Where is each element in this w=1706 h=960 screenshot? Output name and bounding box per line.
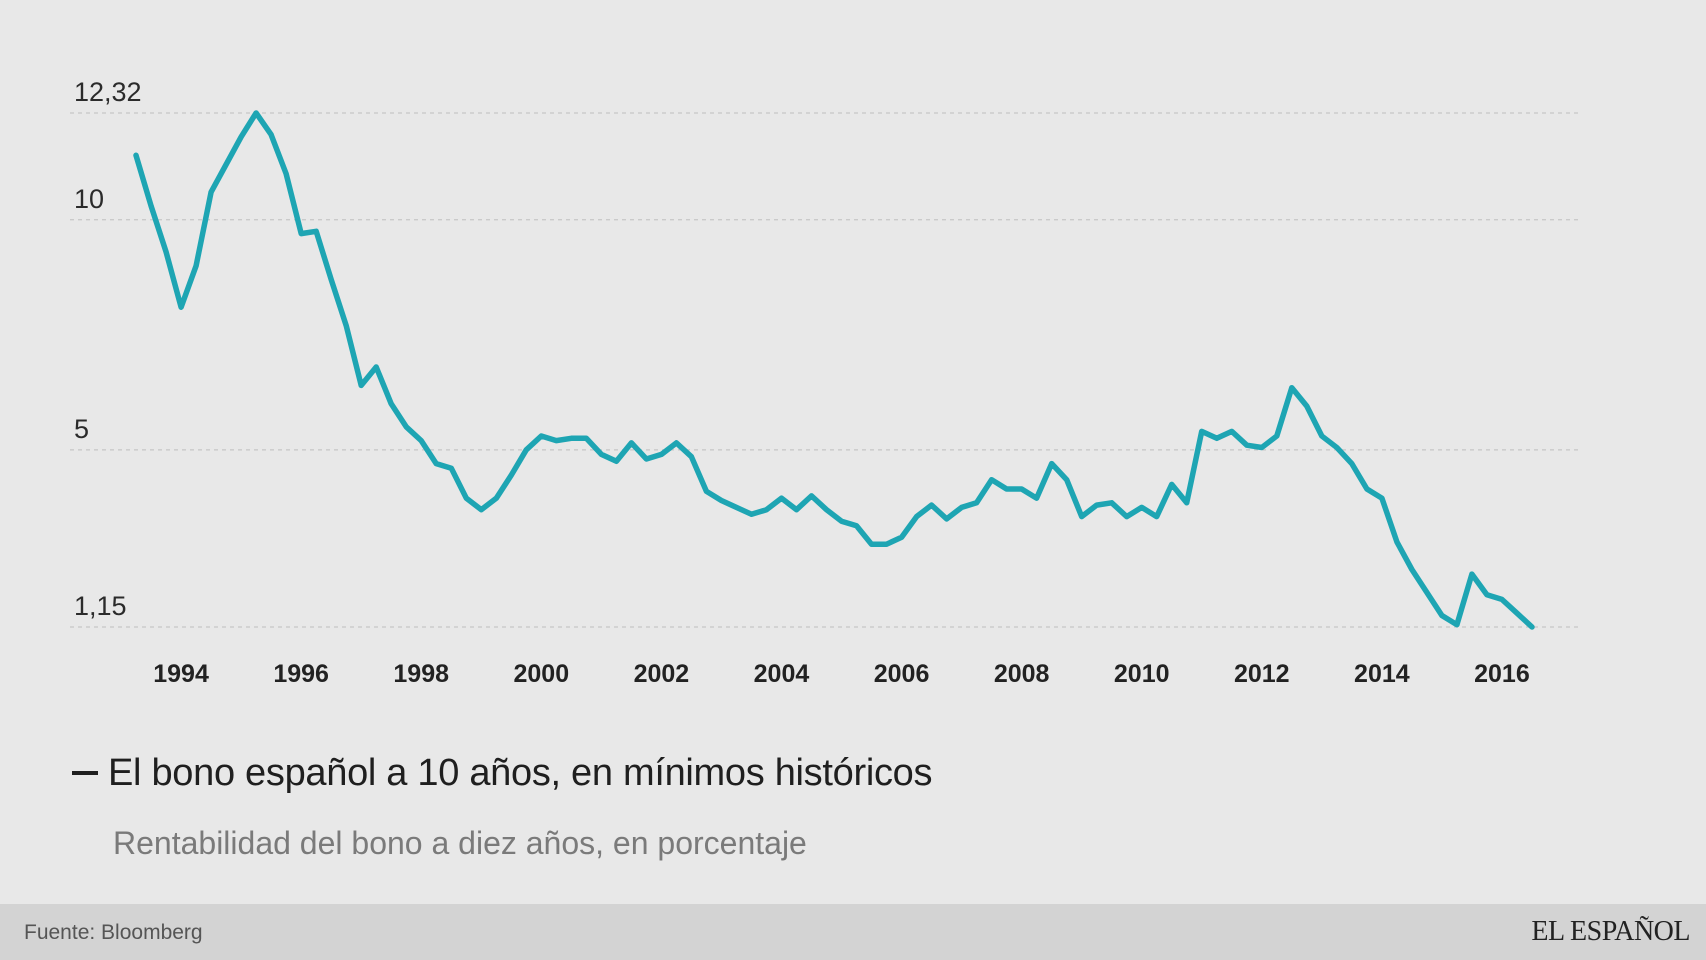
chart-subtitle: Rentabilidad del bono a diez años, en po… — [113, 825, 807, 861]
x-tick-label: 2006 — [874, 660, 930, 688]
y-tick-label: 5 — [74, 414, 89, 444]
chart-title: El bono español a 10 años, en mínimos hi… — [108, 752, 933, 794]
title-dash — [72, 770, 98, 775]
x-tick-label: 2004 — [754, 660, 810, 688]
footer-bar: Fuente: Bloomberg EL ESPAÑOL — [0, 904, 1706, 960]
line-chart: 12,32 10 5 1,15 1994 1996 1998 2000 2002 2004 200… — [70, 77, 1580, 688]
x-tick-label: 1996 — [273, 660, 329, 688]
x-tick-label: 1998 — [393, 660, 449, 688]
x-tick-label: 2014 — [1354, 660, 1410, 688]
x-tick-label: 2016 — [1474, 660, 1530, 688]
x-tick-label: 2012 — [1234, 660, 1290, 688]
series-layer — [133, 110, 1535, 630]
x-tick-label: 2000 — [513, 660, 569, 688]
series-line-bond-yield — [133, 110, 1535, 630]
y-tick-label: 10 — [74, 184, 104, 214]
x-axis: 1994 1996 1998 2000 2002 2004 2006 2008 2010 2012… — [153, 660, 1529, 688]
x-tick-label: 2008 — [994, 660, 1050, 688]
chart-title-block: El bono español a 10 años, en mínimos hi… — [72, 752, 933, 795]
x-tick-label: 1994 — [153, 660, 209, 688]
y-axis: 12,32 10 5 1,15 — [74, 77, 142, 621]
y-tick-label: 12,32 — [74, 77, 142, 107]
source-note: Fuente: Bloomberg — [24, 921, 203, 944]
y-tick-label: 1,15 — [74, 591, 127, 621]
x-tick-label: 2002 — [634, 660, 690, 688]
x-tick-label: 2010 — [1114, 660, 1170, 688]
gridlines — [70, 112, 1580, 628]
brand-logo: EL ESPAÑOL — [1531, 916, 1690, 947]
